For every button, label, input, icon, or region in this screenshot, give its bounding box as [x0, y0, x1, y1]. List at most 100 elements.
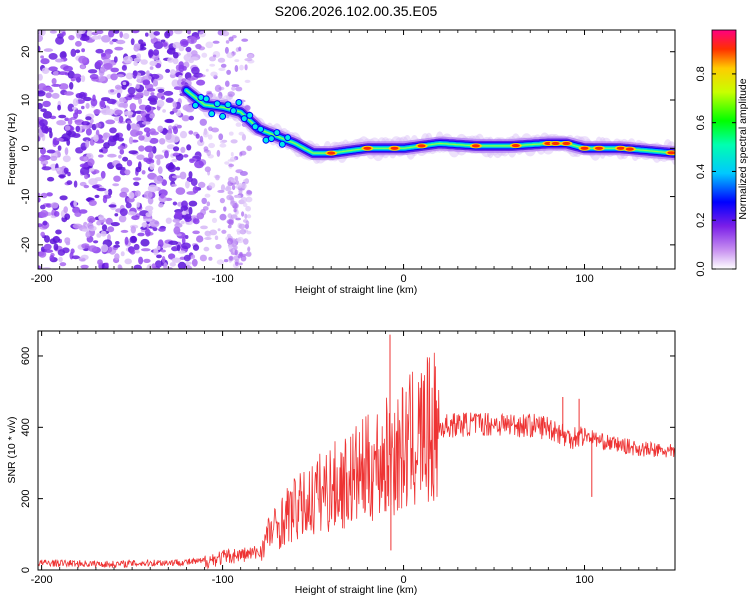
noise-blob	[225, 80, 230, 87]
noise-blob	[189, 158, 195, 163]
noise-blob	[144, 145, 154, 153]
noise-blob	[67, 70, 75, 79]
noise-blob	[178, 75, 183, 80]
noise-blob	[238, 223, 246, 230]
noise-blob	[192, 186, 199, 194]
x-tick-label: 0	[400, 574, 406, 586]
noise-blob	[58, 174, 66, 178]
noise-blob	[125, 202, 132, 209]
noise-blob	[40, 204, 46, 210]
noise-blob	[184, 216, 192, 223]
noise-blob	[143, 190, 153, 199]
ridge-peak	[284, 134, 292, 142]
noise-blob	[80, 125, 90, 130]
noise-blob	[52, 236, 61, 243]
noise-blob	[240, 196, 247, 204]
noise-blob	[160, 39, 166, 43]
noise-blob	[220, 140, 226, 144]
noise-blob	[138, 135, 145, 141]
noise-blob	[40, 231, 45, 237]
noise-blob	[105, 217, 113, 225]
noise-blob	[124, 236, 129, 245]
noise-blob	[234, 249, 238, 256]
snr-line	[38, 352, 675, 570]
noise-blob	[178, 250, 186, 254]
noise-blob	[83, 184, 90, 189]
noise-blob	[147, 184, 158, 193]
noise-blob	[216, 259, 225, 265]
ridge-peak	[273, 129, 281, 137]
noise-blob	[101, 224, 108, 232]
noise-blob	[107, 153, 117, 158]
noise-blob	[104, 190, 109, 194]
noise-blob	[38, 133, 44, 138]
noise-blob	[198, 30, 206, 38]
noise-blob	[138, 39, 144, 45]
noise-blob	[109, 127, 117, 134]
noise-blob	[172, 218, 181, 223]
noise-blob	[153, 248, 159, 256]
snr-x-label: Height of straight line (km)	[295, 584, 418, 596]
noise-blob	[148, 95, 158, 103]
noise-blob	[228, 245, 233, 250]
noise-blob	[173, 126, 178, 135]
ridge-peak	[257, 125, 265, 133]
ridge-peak-core	[562, 141, 571, 146]
noise-blob	[145, 158, 155, 165]
noise-blob	[108, 30, 115, 38]
noise-blob	[223, 259, 229, 263]
noise-blob	[46, 149, 56, 154]
noise-blob	[133, 95, 141, 100]
noise-blob	[96, 187, 107, 192]
noise-blob	[201, 197, 207, 205]
noise-blob	[145, 212, 153, 218]
noise-blob	[90, 98, 98, 107]
noise-blob	[64, 117, 70, 122]
noise-blob	[75, 40, 82, 47]
noise-blob	[243, 179, 249, 183]
colorbar-ticks: 0.0 0.2 0.4 0.6 0.8	[695, 66, 736, 277]
noise-blob	[179, 171, 187, 180]
noise-blob	[168, 240, 179, 245]
noise-blob	[49, 30, 58, 34]
noise-blob	[165, 163, 175, 170]
noise-blob	[145, 104, 152, 113]
noise-blob	[136, 201, 140, 208]
noise-blob	[131, 30, 140, 34]
noise-blob	[148, 49, 154, 58]
noise-blob	[209, 56, 216, 62]
noise-blob	[208, 142, 216, 149]
noise-blob	[72, 106, 77, 110]
noise-blob	[105, 119, 116, 125]
noise-blob	[95, 48, 104, 54]
noise-blob	[185, 180, 190, 189]
noise-blob	[199, 135, 204, 143]
noise-blob	[236, 238, 242, 242]
noise-blob	[87, 69, 98, 74]
noise-blob	[245, 220, 250, 226]
spectrogram-y-ticks: -20 -10 0 10 20	[20, 46, 675, 253]
noise-blob	[94, 194, 100, 199]
noise-blob	[143, 258, 151, 263]
noise-blob	[244, 64, 248, 71]
noise-blob	[227, 233, 232, 238]
noise-blob	[133, 264, 142, 269]
noise-blob	[220, 184, 226, 192]
noise-blob	[205, 41, 214, 49]
ridge-peak-core	[417, 144, 426, 148]
noise-blob	[153, 41, 164, 50]
noise-blob	[40, 55, 44, 59]
noise-blob	[128, 94, 135, 98]
noise-blob	[132, 70, 138, 77]
noise-blob	[118, 102, 127, 108]
noise-blob	[228, 36, 234, 42]
noise-blob	[109, 40, 114, 45]
noise-blob	[186, 176, 193, 183]
noise-blob	[167, 57, 175, 63]
noise-blob	[234, 65, 239, 72]
noise-blob	[133, 61, 138, 66]
x-tick-label: 100	[575, 574, 593, 586]
noise-blob	[181, 40, 189, 46]
noise-blob	[136, 130, 143, 136]
noise-blob	[157, 88, 165, 93]
